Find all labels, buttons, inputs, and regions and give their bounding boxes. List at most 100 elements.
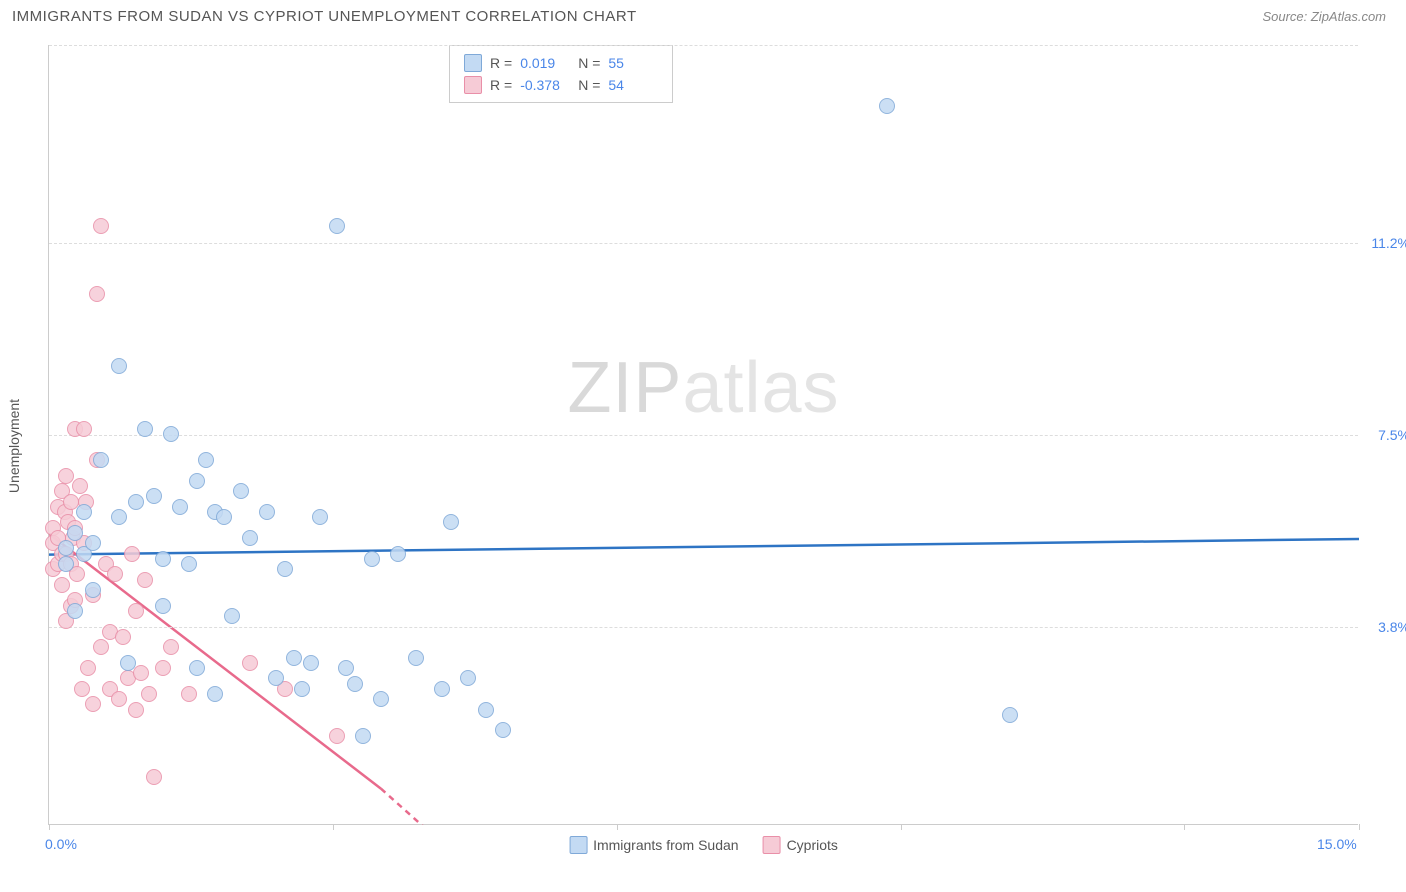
scatter-point: [879, 98, 895, 114]
scatter-point: [181, 556, 197, 572]
legend-n-value-sudan: 55: [608, 52, 658, 74]
scatter-point: [478, 702, 494, 718]
scatter-point: [373, 691, 389, 707]
scatter-point: [76, 421, 92, 437]
scatter-point: [460, 670, 476, 686]
x-tick: [901, 824, 902, 830]
scatter-point: [259, 504, 275, 520]
scatter-point: [128, 494, 144, 510]
scatter-point: [233, 483, 249, 499]
scatter-point: [141, 686, 157, 702]
scatter-point: [224, 608, 240, 624]
legend-box: R = 0.019 N = 55 R = -0.378 N = 54: [449, 45, 673, 103]
legend-r-label-sudan: R =: [490, 52, 512, 74]
x-tick-label: 15.0%: [1317, 836, 1357, 852]
legend-n-value-cypriots: 54: [608, 74, 658, 96]
x-tick: [49, 824, 50, 830]
x-legend-swatch-cypriots: [763, 836, 781, 854]
legend-row-sudan: R = 0.019 N = 55: [464, 52, 658, 74]
legend-r-value-sudan: 0.019: [520, 52, 570, 74]
y-tick-label: 7.5%: [1378, 427, 1406, 443]
scatter-point: [242, 530, 258, 546]
scatter-point: [93, 218, 109, 234]
scatter-point: [268, 670, 284, 686]
chart-plot-area: ZIPatlas R = 0.019 N = 55 R = -0.378 N =…: [48, 45, 1358, 825]
x-tick: [1184, 824, 1185, 830]
x-legend-label-sudan: Immigrants from Sudan: [593, 837, 739, 853]
scatter-point: [67, 603, 83, 619]
watermark-part1: ZIP: [567, 348, 682, 428]
scatter-point: [111, 509, 127, 525]
scatter-point: [137, 421, 153, 437]
scatter-point: [146, 769, 162, 785]
scatter-point: [93, 639, 109, 655]
scatter-point: [216, 509, 232, 525]
scatter-point: [89, 286, 105, 302]
scatter-point: [181, 686, 197, 702]
scatter-point: [189, 660, 205, 676]
scatter-point: [408, 650, 424, 666]
x-axis-legend: Immigrants from Sudan Cypriots: [569, 836, 838, 854]
scatter-point: [286, 650, 302, 666]
scatter-point: [80, 660, 96, 676]
scatter-point: [58, 540, 74, 556]
legend-row-cypriots: R = -0.378 N = 54: [464, 74, 658, 96]
x-legend-cypriots: Cypriots: [763, 836, 838, 854]
scatter-point: [93, 452, 109, 468]
scatter-point: [58, 556, 74, 572]
scatter-point: [107, 566, 123, 582]
gridline-h: [49, 627, 1358, 628]
gridline-h: [49, 435, 1358, 436]
source-label: Source: ZipAtlas.com: [1262, 9, 1386, 24]
legend-swatch-sudan: [464, 54, 482, 72]
scatter-point: [347, 676, 363, 692]
scatter-point: [207, 686, 223, 702]
scatter-point: [54, 577, 70, 593]
scatter-point: [115, 629, 131, 645]
scatter-point: [172, 499, 188, 515]
x-tick: [333, 824, 334, 830]
y-tick-label: 11.2%: [1371, 235, 1406, 251]
scatter-point: [329, 218, 345, 234]
scatter-point: [128, 702, 144, 718]
watermark: ZIPatlas: [567, 347, 839, 429]
scatter-point: [133, 665, 149, 681]
scatter-point: [111, 358, 127, 374]
legend-n-label-cypriots: N =: [578, 74, 600, 96]
scatter-point: [189, 473, 205, 489]
scatter-point: [1002, 707, 1018, 723]
scatter-point: [434, 681, 450, 697]
scatter-point: [155, 551, 171, 567]
chart-title: IMMIGRANTS FROM SUDAN VS CYPRIOT UNEMPLO…: [12, 8, 637, 25]
gridline-h: [49, 243, 1358, 244]
scatter-point: [72, 478, 88, 494]
legend-n-label-sudan: N =: [578, 52, 600, 74]
scatter-point: [74, 681, 90, 697]
x-legend-swatch-sudan: [569, 836, 587, 854]
scatter-point: [85, 535, 101, 551]
scatter-point: [67, 525, 83, 541]
scatter-point: [495, 722, 511, 738]
scatter-point: [355, 728, 371, 744]
watermark-part2: atlas: [682, 348, 839, 428]
x-legend-label-cypriots: Cypriots: [787, 837, 838, 853]
scatter-point: [329, 728, 345, 744]
x-legend-sudan: Immigrants from Sudan: [569, 836, 739, 854]
scatter-point: [277, 561, 293, 577]
legend-r-label-cypriots: R =: [490, 74, 512, 96]
scatter-point: [85, 582, 101, 598]
scatter-point: [124, 546, 140, 562]
scatter-point: [390, 546, 406, 562]
scatter-point: [338, 660, 354, 676]
legend-swatch-cypriots: [464, 76, 482, 94]
scatter-point: [364, 551, 380, 567]
scatter-point: [120, 655, 136, 671]
scatter-point: [242, 655, 258, 671]
scatter-point: [76, 504, 92, 520]
x-tick: [617, 824, 618, 830]
scatter-point: [163, 426, 179, 442]
legend-r-value-cypriots: -0.378: [520, 74, 570, 96]
gridline-h: [49, 45, 1358, 46]
scatter-point: [155, 660, 171, 676]
x-tick: [1359, 824, 1360, 830]
